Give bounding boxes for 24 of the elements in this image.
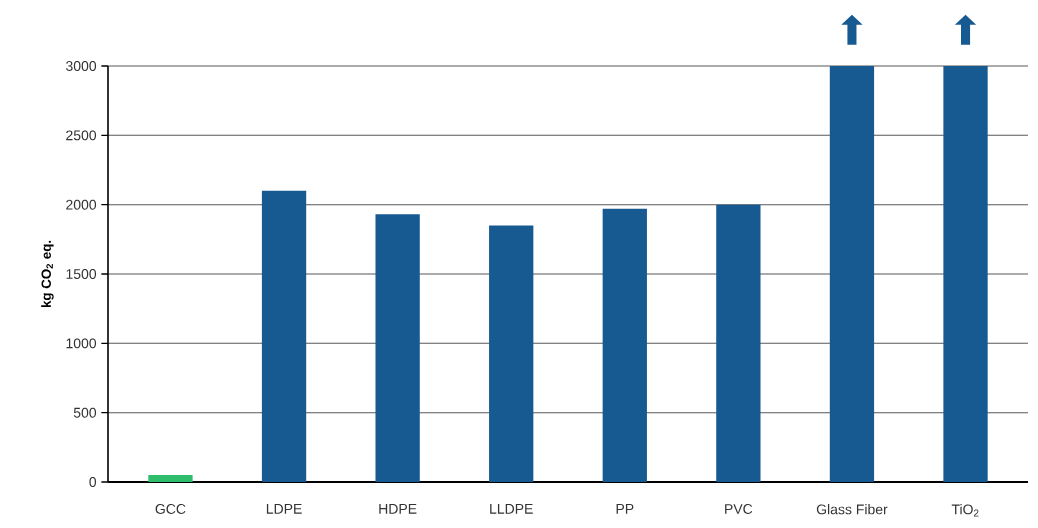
y-tick-label: 1000	[66, 338, 97, 349]
bar	[375, 214, 420, 482]
x-tick-label: PP	[616, 504, 634, 514]
x-tick-label: Glass Fiber	[816, 504, 888, 515]
y-tick-label: 500	[73, 407, 97, 418]
x-tick-label: TiO$_{2}$	[951, 504, 979, 517]
bar	[261, 190, 307, 482]
x-tick-label: LLDPE	[490, 504, 533, 514]
y-tick-label: 3000	[66, 61, 97, 71]
y-tick-label: 2000	[66, 199, 97, 210]
bar	[489, 225, 534, 482]
x-tick-label: HDPE	[379, 504, 417, 514]
x-tick-label: GCC	[155, 504, 186, 514]
y-axis-title: kg CO$_{2}$ eq.	[41, 240, 54, 308]
x-tick-label: PVC	[725, 504, 753, 514]
bar	[602, 208, 647, 482]
bar	[148, 475, 193, 482]
y-tick-label: 1500	[66, 269, 97, 279]
bar	[943, 66, 988, 482]
y-tick-label: 0	[89, 477, 97, 487]
x-tick-label: LDPE	[266, 504, 302, 514]
y-tick-label: 2500	[66, 130, 97, 141]
bar	[829, 66, 875, 482]
bar	[716, 204, 761, 482]
